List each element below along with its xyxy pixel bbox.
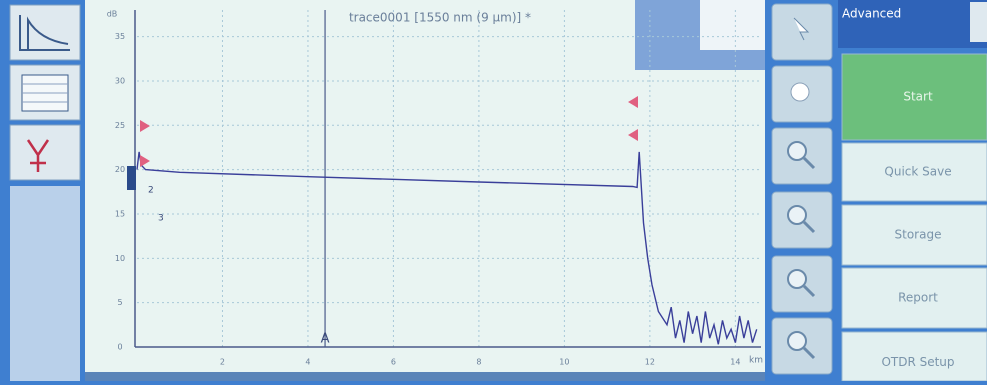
launch-marker: [127, 166, 136, 190]
x-tick-label: 2: [220, 358, 225, 367]
trace-title: trace0001 [1550 nm (9 µm)] *: [349, 11, 531, 25]
otdr-screen: 0 5 10 15 20 25 30 35 2 4 6 8 10 12 14 km A 2 3 trace0001 …: [0, 0, 987, 381]
icon: [788, 206, 806, 224]
icon: [788, 270, 806, 288]
cursor-label: A: [321, 332, 330, 347]
y-tick-label: 10: [115, 254, 125, 263]
y-tick-label: 35: [115, 32, 125, 41]
y-tick-label: 0: [117, 343, 122, 352]
left-panel: [10, 186, 80, 381]
y-tick-label: 15: [115, 209, 125, 218]
menu-button-label: Quick Save: [884, 165, 951, 179]
marker-button[interactable]: [10, 125, 80, 180]
menu-button-label: Report: [898, 291, 938, 305]
menu-button-label: Start: [903, 90, 933, 104]
overview-inner: [700, 0, 765, 50]
icon: [788, 332, 806, 350]
y-unit: dB: [107, 10, 118, 19]
y-tick-label: 5: [117, 298, 122, 307]
menu-button-label: Storage: [895, 228, 942, 242]
x-tick-label: 10: [559, 358, 569, 367]
x-tick-label: 12: [645, 358, 655, 367]
menu-button-label: OTDR Setup: [881, 355, 954, 369]
x-tick-label: 8: [476, 358, 481, 367]
x-tick-label: 4: [305, 358, 310, 367]
event-label: 3: [158, 214, 164, 224]
icon: [788, 142, 806, 160]
y-tick-label: 20: [115, 165, 125, 174]
menu-tab[interactable]: Advanced: [842, 7, 901, 21]
status-bar: [85, 372, 765, 381]
event-label: 2: [148, 186, 154, 196]
y-tick-label: 30: [115, 76, 125, 85]
x-tick-label: 14: [730, 358, 740, 367]
tab-scroll[interactable]: [970, 2, 987, 42]
y-tick-label: 25: [115, 121, 125, 130]
x-tick-label: 6: [391, 358, 396, 367]
x-unit: km: [749, 356, 763, 366]
icon: [791, 83, 809, 101]
